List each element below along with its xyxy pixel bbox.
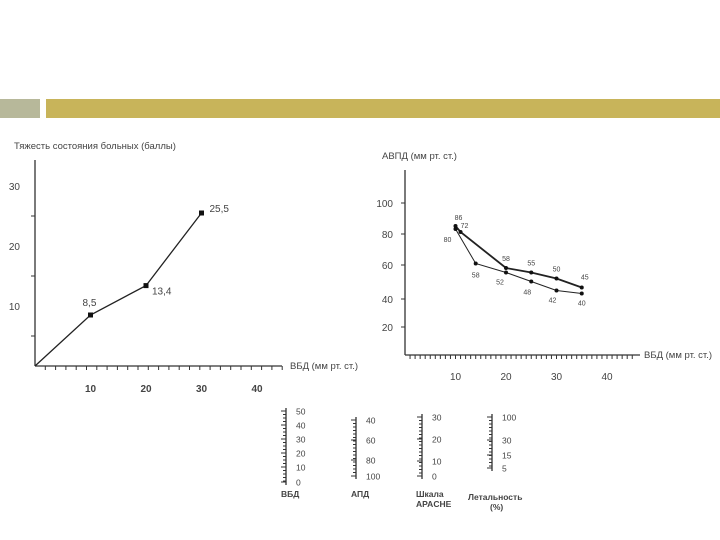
left-chart-xlabel: ВБД (мм рт. ст.) bbox=[290, 361, 358, 372]
right-data-label: 45 bbox=[581, 275, 589, 282]
right-data-label: 58 bbox=[472, 273, 480, 280]
left-y-tick-label: 30 bbox=[9, 182, 21, 193]
right-data-label: 48 bbox=[523, 290, 531, 297]
left-chart: Тяжесть состояния больных (баллы) ВБД (м… bbox=[9, 141, 358, 395]
scale-tick-label: 30 bbox=[502, 436, 512, 446]
left-x-tick-label: 40 bbox=[251, 384, 263, 395]
right-data-label: 58 bbox=[502, 256, 510, 263]
scale-label: Летальность bbox=[468, 492, 522, 502]
right-chart-ylabel: АВПД (мм рт. ст.) bbox=[382, 151, 457, 162]
right-data-point bbox=[453, 224, 458, 228]
scale-tick-label: 50 bbox=[296, 407, 306, 417]
left-data-point bbox=[88, 312, 93, 318]
right-chart: АВПД (мм рт. ст.) ВБД (мм рт. ст.) 10 20 3… bbox=[376, 151, 712, 383]
scale-tick-label: 15 bbox=[502, 451, 512, 461]
left-y-tick-label: 10 bbox=[9, 302, 21, 313]
right-data-point bbox=[529, 270, 534, 275]
right-y-tick-label: 80 bbox=[382, 230, 394, 241]
right-series-line-2 bbox=[455, 228, 582, 294]
scale-tick-label: 5 bbox=[502, 464, 507, 474]
right-x-tick-label: 20 bbox=[500, 372, 512, 383]
right-data-label: 52 bbox=[496, 280, 504, 287]
right-data-label: 50 bbox=[553, 267, 561, 274]
right-y-tick-label: 40 bbox=[382, 295, 394, 306]
scale-tick-label: 40 bbox=[296, 421, 306, 431]
scale-label: АПД bbox=[351, 489, 369, 499]
scale-tick-label: 10 bbox=[296, 463, 306, 473]
right-data-point bbox=[504, 270, 508, 275]
scale-label: Шкала bbox=[416, 489, 444, 499]
right-y-tick-label: 100 bbox=[376, 199, 393, 210]
left-data-point bbox=[199, 210, 204, 216]
left-y-tick-label: 20 bbox=[9, 242, 21, 253]
scale-tick-label: 80 bbox=[366, 456, 376, 466]
left-x-tick-label: 10 bbox=[85, 384, 97, 395]
right-data-label: 40 bbox=[578, 301, 586, 308]
right-data-label: 86 bbox=[455, 215, 463, 222]
scale-label: (%) bbox=[490, 502, 503, 512]
left-x-tick-label: 30 bbox=[196, 384, 208, 395]
left-data-label: 25,5 bbox=[210, 204, 230, 215]
header-bar-right bbox=[46, 99, 720, 118]
left-chart-ylabel: Тяжесть состояния больных (баллы) bbox=[14, 141, 176, 152]
right-data-label: 72 bbox=[461, 223, 469, 230]
left-data-label: 13,4 bbox=[152, 287, 172, 298]
right-y-tick-label: 20 bbox=[382, 323, 394, 334]
right-data-label: 80 bbox=[444, 237, 452, 244]
right-data-point bbox=[529, 279, 534, 284]
right-data-point bbox=[579, 291, 584, 296]
scale-label: ВБД bbox=[281, 489, 299, 499]
right-data-point bbox=[458, 230, 463, 234]
right-chart-xlabel: ВБД (мм рт. ст.) bbox=[644, 350, 712, 361]
right-y-tick-label: 60 bbox=[382, 261, 394, 272]
scale-tick-label: 100 bbox=[366, 472, 380, 482]
scale-label: APACHE bbox=[416, 499, 452, 509]
left-data-label: 8,5 bbox=[83, 298, 97, 309]
scale-tick-label: 10 bbox=[432, 457, 442, 467]
left-series-line bbox=[34, 212, 203, 367]
right-data-point bbox=[554, 276, 559, 281]
header-bar-left bbox=[0, 99, 40, 118]
right-x-tick-label: 40 bbox=[601, 372, 613, 383]
right-data-point bbox=[579, 285, 584, 290]
scale-tick-label: 60 bbox=[366, 436, 376, 446]
scale-tick-label: 100 bbox=[502, 413, 516, 423]
right-data-point bbox=[554, 288, 559, 293]
right-data-point bbox=[453, 227, 458, 231]
scale-tick-label: 20 bbox=[296, 449, 306, 459]
left-x-tick-label: 20 bbox=[140, 384, 152, 395]
scale-tick-label: 40 bbox=[366, 416, 376, 426]
scale-tick-label: 30 bbox=[296, 435, 306, 445]
right-data-label: 55 bbox=[527, 261, 535, 268]
right-data-point bbox=[473, 261, 478, 266]
scale-tick-label: 0 bbox=[296, 478, 301, 488]
left-data-point bbox=[143, 283, 149, 289]
right-data-point bbox=[504, 266, 508, 270]
right-data-label: 42 bbox=[549, 298, 557, 305]
right-x-tick-label: 30 bbox=[551, 372, 563, 383]
scale-tick-label: 30 bbox=[432, 413, 442, 423]
scale-tick-label: 20 bbox=[432, 435, 442, 445]
right-x-tick-label: 10 bbox=[450, 372, 462, 383]
scale-tick-label: 0 bbox=[432, 472, 437, 482]
nomogram-scales: 50403020100ВБД406080100АПД3020100ШкалаAP… bbox=[281, 407, 522, 512]
